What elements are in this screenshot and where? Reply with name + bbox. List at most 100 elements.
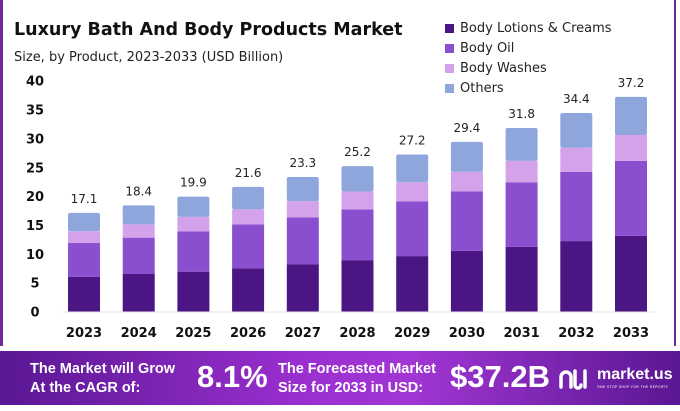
bar-total-label: 23.3	[289, 156, 316, 170]
y-tick-label: 25	[26, 161, 44, 176]
bar-segment-body-oil	[286, 217, 319, 265]
bar-segment-others	[232, 186, 265, 210]
bar-segment-others	[286, 177, 319, 202]
bar-segment-body-washes	[505, 160, 538, 183]
forecast-label-line2: Size for 2033 in USD:	[278, 380, 424, 396]
bar-segment-body-lotions-creams	[505, 246, 538, 312]
bar-segment-body-oil	[232, 224, 265, 269]
cagr-label-line1: The Market will Grow	[30, 361, 176, 377]
bar-total-label: 17.1	[71, 192, 98, 206]
bar-segment-body-lotions-creams	[450, 250, 483, 312]
cagr-label: The Market will Grow At the CAGR of:	[30, 360, 175, 398]
bar-segment-body-lotions-creams	[122, 273, 155, 312]
bar-segment-body-washes	[122, 224, 155, 238]
y-tick-label: 30	[26, 132, 44, 147]
bar-segment-body-washes	[177, 216, 210, 232]
y-tick-label: 5	[30, 277, 39, 292]
bar-segment-body-washes	[341, 191, 374, 210]
bar-total-label: 21.6	[235, 166, 262, 180]
cagr-value: 8.1%	[197, 359, 268, 394]
bar-segment-others	[68, 212, 100, 232]
bar-segment-others	[450, 141, 483, 172]
y-tick-label: 35	[26, 104, 44, 119]
x-tick-label: 2023	[66, 326, 102, 341]
bar-segment-body-lotions-creams	[341, 260, 374, 312]
x-tick-label: 2030	[449, 326, 485, 341]
x-tick-label: 2026	[230, 326, 266, 341]
y-tick-label: 40	[26, 75, 44, 90]
y-tick-label: 10	[26, 248, 44, 263]
bar-segment-body-oil	[341, 209, 374, 261]
bar-segment-body-lotions-creams	[286, 264, 319, 312]
x-tick-label: 2029	[394, 326, 430, 341]
legend-swatch	[445, 83, 454, 93]
legend-item: Body Oil	[445, 38, 612, 58]
legend-swatch	[445, 23, 454, 33]
bar-segment-body-oil	[177, 231, 210, 272]
x-tick-label: 2025	[175, 326, 211, 341]
bar-total-label: 25.2	[344, 145, 371, 159]
logo-text: market.us	[597, 366, 673, 383]
bar-segment-others	[560, 113, 593, 148]
bar-total-label: 19.9	[180, 176, 207, 190]
chart-title: Luxury Bath And Body Products Market	[14, 20, 403, 40]
legend-swatch	[445, 43, 454, 53]
bar-segment-body-oil	[615, 160, 647, 236]
bar-total-label: 34.4	[563, 92, 590, 106]
chart-subtitle: Size, by Product, 2023-2033 (USD Billion…	[14, 50, 284, 65]
bar-segment-others	[341, 166, 374, 192]
stacked-bar-chart: 051015202530354017.1202318.4202419.92025…	[26, 75, 655, 341]
bar-segment-body-lotions-creams	[177, 271, 210, 312]
bar-segment-body-lotions-creams	[232, 268, 265, 312]
bar-segment-body-lotions-creams	[68, 276, 100, 312]
bar-segment-body-oil	[505, 182, 538, 247]
x-tick-label: 2033	[613, 326, 649, 341]
forecast-value: $37.2B	[450, 359, 550, 394]
bar-segment-others	[396, 154, 429, 183]
bar-total-label: 31.8	[508, 107, 535, 121]
market-us-logo-icon	[559, 369, 587, 390]
x-tick-label: 2032	[558, 326, 594, 341]
x-tick-label: 2024	[121, 326, 157, 341]
bar-segment-body-washes	[232, 209, 265, 225]
bar-total-label: 29.4	[454, 121, 481, 135]
x-tick-label: 2031	[504, 326, 540, 341]
legend-swatch	[445, 63, 454, 73]
bar-segment-body-washes	[68, 231, 100, 243]
legend-label: Body Washes	[460, 60, 547, 76]
bar-segment-body-washes	[450, 171, 483, 192]
bar-segment-body-oil	[560, 171, 593, 242]
bar-segment-body-washes	[396, 182, 429, 202]
legend-label: Body Lotions & Creams	[460, 20, 612, 36]
bar-segment-body-oil	[396, 201, 429, 257]
footer-banner: The Market will Grow At the CAGR of: 8.1…	[0, 351, 680, 405]
bar-segment-others	[122, 205, 155, 225]
y-tick-label: 15	[26, 219, 44, 234]
bar-segment-body-lotions-creams	[615, 235, 647, 312]
legend: Body Lotions & Creams Body Oil Body Washes…	[445, 18, 612, 98]
y-tick-label: 0	[30, 306, 39, 321]
bar-segment-body-lotions-creams	[560, 241, 593, 312]
chart-frame	[0, 0, 676, 346]
legend-label: Body Oil	[460, 40, 515, 56]
bar-segment-others	[177, 196, 210, 217]
bar-segment-body-oil	[122, 237, 155, 274]
legend-item: Body Washes	[445, 58, 612, 78]
forecast-label-line1: The Forecasted Market	[278, 361, 436, 377]
bar-segment-others	[505, 128, 538, 161]
legend-item: Body Lotions & Creams	[445, 18, 612, 38]
logo-tagline: ONE STOP SHOP FOR THE REPORTS	[597, 385, 669, 389]
bar-total-label: 27.2	[399, 134, 426, 148]
legend-item: Others	[445, 78, 612, 98]
cagr-label-line2: At the CAGR of:	[30, 380, 141, 396]
bar-total-label: 18.4	[125, 184, 152, 198]
x-tick-label: 2027	[285, 326, 321, 341]
bar-segment-body-washes	[615, 134, 647, 161]
bar-segment-body-oil	[450, 191, 483, 251]
y-tick-label: 20	[26, 190, 44, 205]
bar-segment-body-oil	[68, 242, 100, 277]
bar-segment-body-washes	[560, 147, 593, 172]
bar-segment-body-lotions-creams	[396, 256, 429, 312]
bar-segment-body-washes	[286, 201, 319, 218]
forecast-label: The Forecasted Market Size for 2033 in U…	[278, 360, 436, 398]
